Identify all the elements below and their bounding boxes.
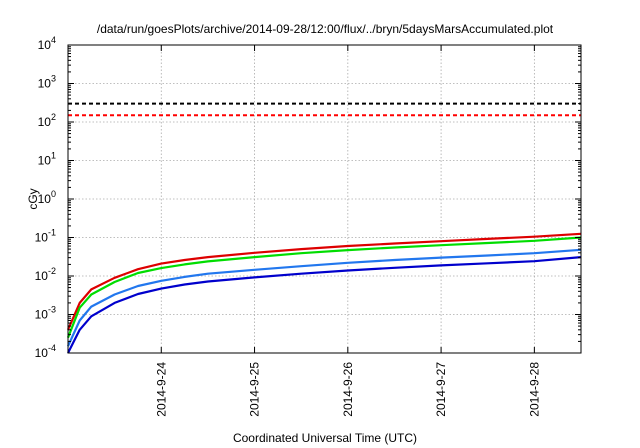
y-tick-label: 103: [38, 74, 56, 91]
grid-lines: [68, 45, 581, 353]
series-line: [66, 232, 582, 331]
chart-title: /data/run/goesPlots/archive/2014-09-28/1…: [97, 22, 554, 36]
x-tick-label: 2014-9-27: [434, 362, 448, 417]
x-tick-label: 2014-9-26: [341, 362, 355, 417]
series-line: [67, 256, 582, 354]
y-axis-ticks: 10-4 10-3 10-2 10-1 100 101 102 103 104: [35, 35, 581, 360]
x-axis-ticks: 2014-9-24 2014-9-25 2014-9-26 2014-9-27 2014…: [154, 45, 541, 417]
y-tick-label: 10-3: [35, 305, 56, 322]
x-axis-label: Coordinated Universal Time (UTC): [233, 431, 417, 445]
y-tick-label: 10-2: [35, 266, 56, 283]
y-tick-label: 10-4: [35, 343, 56, 360]
threshold-lines: [68, 102, 581, 117]
y-tick-label: 10-1: [35, 228, 56, 245]
y-tick-label: 100: [38, 189, 56, 206]
y-axis-label: cGy: [26, 188, 40, 209]
series-lines: [66, 232, 582, 354]
x-tick-label: 2014-9-25: [248, 362, 262, 417]
y-tick-label: 104: [38, 35, 56, 52]
x-tick-label: 2014-9-24: [154, 362, 168, 417]
series-line: [66, 236, 582, 339]
x-tick-label: 2014-9-28: [527, 362, 541, 417]
series-line: [66, 248, 582, 347]
y-tick-label: 101: [38, 151, 56, 168]
y-tick-label: 102: [38, 112, 56, 129]
